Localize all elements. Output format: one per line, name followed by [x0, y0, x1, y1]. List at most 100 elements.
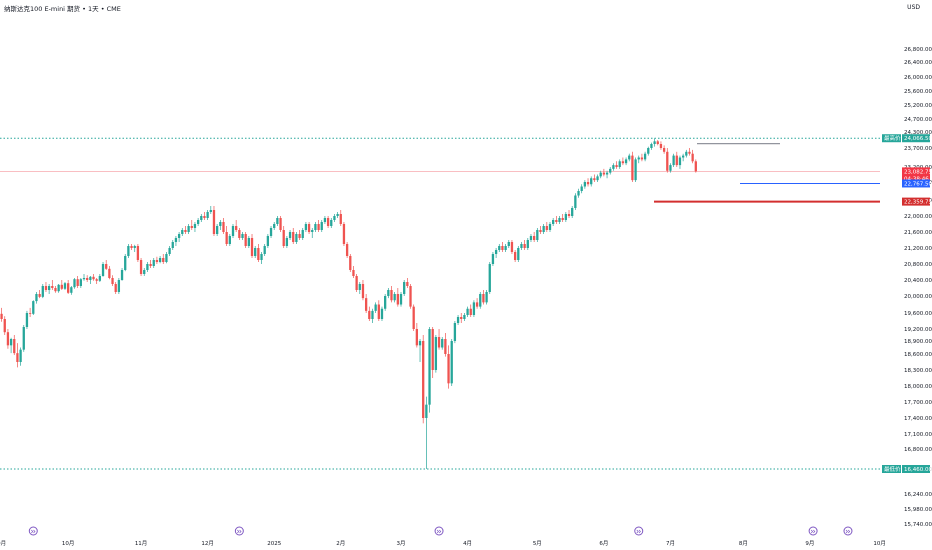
candle-body: [235, 226, 238, 230]
candle-body: [526, 240, 529, 248]
candle-body: [618, 161, 621, 167]
candle-body: [139, 260, 143, 274]
candle-body: [250, 238, 254, 256]
candle: [393, 292, 396, 303]
candle: [6, 329, 10, 349]
candle-body: [621, 161, 625, 164]
candle: [111, 275, 114, 286]
x-tick-label: 10月: [62, 540, 75, 547]
candle: [301, 228, 304, 240]
candle: [317, 220, 320, 232]
high-price-tag[interactable]: 最高价 24,066.50: [882, 134, 932, 143]
candle-body: [371, 310, 374, 319]
candle-body: [301, 230, 304, 238]
candle: [364, 294, 368, 313]
candle-body: [320, 222, 323, 230]
candle-body: [193, 224, 197, 228]
candle-body: [149, 264, 152, 266]
candle-body: [384, 296, 387, 309]
candle: [276, 216, 279, 226]
candle: [352, 266, 355, 278]
candle: [628, 153, 631, 162]
candle: [244, 232, 247, 248]
event-marker-icon[interactable]: [843, 526, 853, 536]
event-marker-ring: [28, 526, 38, 536]
candle-body: [349, 256, 352, 270]
candle: [472, 300, 476, 317]
candle: [390, 286, 393, 303]
candle-body: [44, 286, 48, 290]
candle-body: [257, 248, 260, 260]
y-tick-label: 26,000.00: [904, 75, 932, 81]
candle-body: [456, 317, 460, 323]
candle: [54, 286, 57, 293]
range-box-top[interactable]: [697, 143, 780, 145]
event-marker-icon[interactable]: [434, 526, 444, 536]
candle: [555, 216, 558, 224]
candle: [624, 157, 628, 166]
candle-body: [374, 304, 377, 311]
candle-body: [612, 165, 615, 169]
event-marker-icon[interactable]: [634, 526, 644, 536]
candle: [269, 226, 273, 238]
candle-body: [177, 234, 181, 238]
candle: [86, 275, 89, 282]
candle: [146, 262, 149, 272]
candle-body: [184, 230, 187, 232]
candle: [590, 176, 593, 187]
candle: [456, 315, 460, 325]
candle-body: [431, 329, 434, 370]
x-tick-label: 2025: [267, 541, 281, 547]
candle-body: [647, 148, 650, 154]
candle: [349, 254, 352, 272]
candle: [437, 329, 441, 350]
candle-body: [98, 276, 102, 281]
candle: [98, 274, 102, 282]
event-marker-icon[interactable]: [234, 526, 244, 536]
candle-body: [672, 155, 675, 166]
red-level-tag[interactable]: 22,359.75: [902, 197, 932, 206]
candle: [643, 151, 647, 162]
candle-body: [295, 234, 298, 242]
candle-body: [120, 270, 124, 280]
candle: [57, 284, 60, 293]
candle-body: [513, 252, 517, 260]
candle-body: [498, 246, 501, 250]
candle: [447, 345, 450, 389]
candle-body: [479, 294, 482, 307]
event-marker-icon[interactable]: [28, 526, 38, 536]
candle: [339, 210, 342, 226]
blue-level-tag[interactable]: 22,767.50: [902, 179, 932, 188]
event-marker-icon[interactable]: [808, 526, 818, 536]
candle: [282, 226, 285, 248]
candle: [548, 222, 552, 232]
candle-body: [215, 226, 219, 234]
candle: [171, 240, 174, 250]
y-tick-label: 20,800.00: [904, 262, 932, 268]
candle: [228, 234, 231, 246]
candle-body: [501, 246, 504, 250]
y-tick-label: 16,240.00: [904, 492, 932, 498]
candle: [105, 260, 108, 270]
candle: [615, 161, 618, 169]
event-marker-glyph: [436, 529, 442, 534]
candle-body: [494, 250, 498, 254]
candle: [621, 157, 625, 166]
current-price-tag-value-box: [902, 167, 930, 183]
currency-label[interactable]: USD: [907, 4, 920, 11]
candle: [314, 222, 317, 232]
candle: [136, 244, 140, 262]
candle: [266, 234, 270, 248]
candle-body: [675, 155, 678, 166]
candle-body: [428, 329, 431, 405]
candle: [181, 228, 184, 236]
candle: [190, 220, 193, 230]
candle-body: [586, 182, 590, 185]
x-tick-label: 3月: [397, 540, 406, 547]
candle: [586, 178, 590, 187]
candle: [469, 304, 472, 317]
low-price-tag[interactable]: 最低价 16,460.00: [882, 465, 932, 473]
